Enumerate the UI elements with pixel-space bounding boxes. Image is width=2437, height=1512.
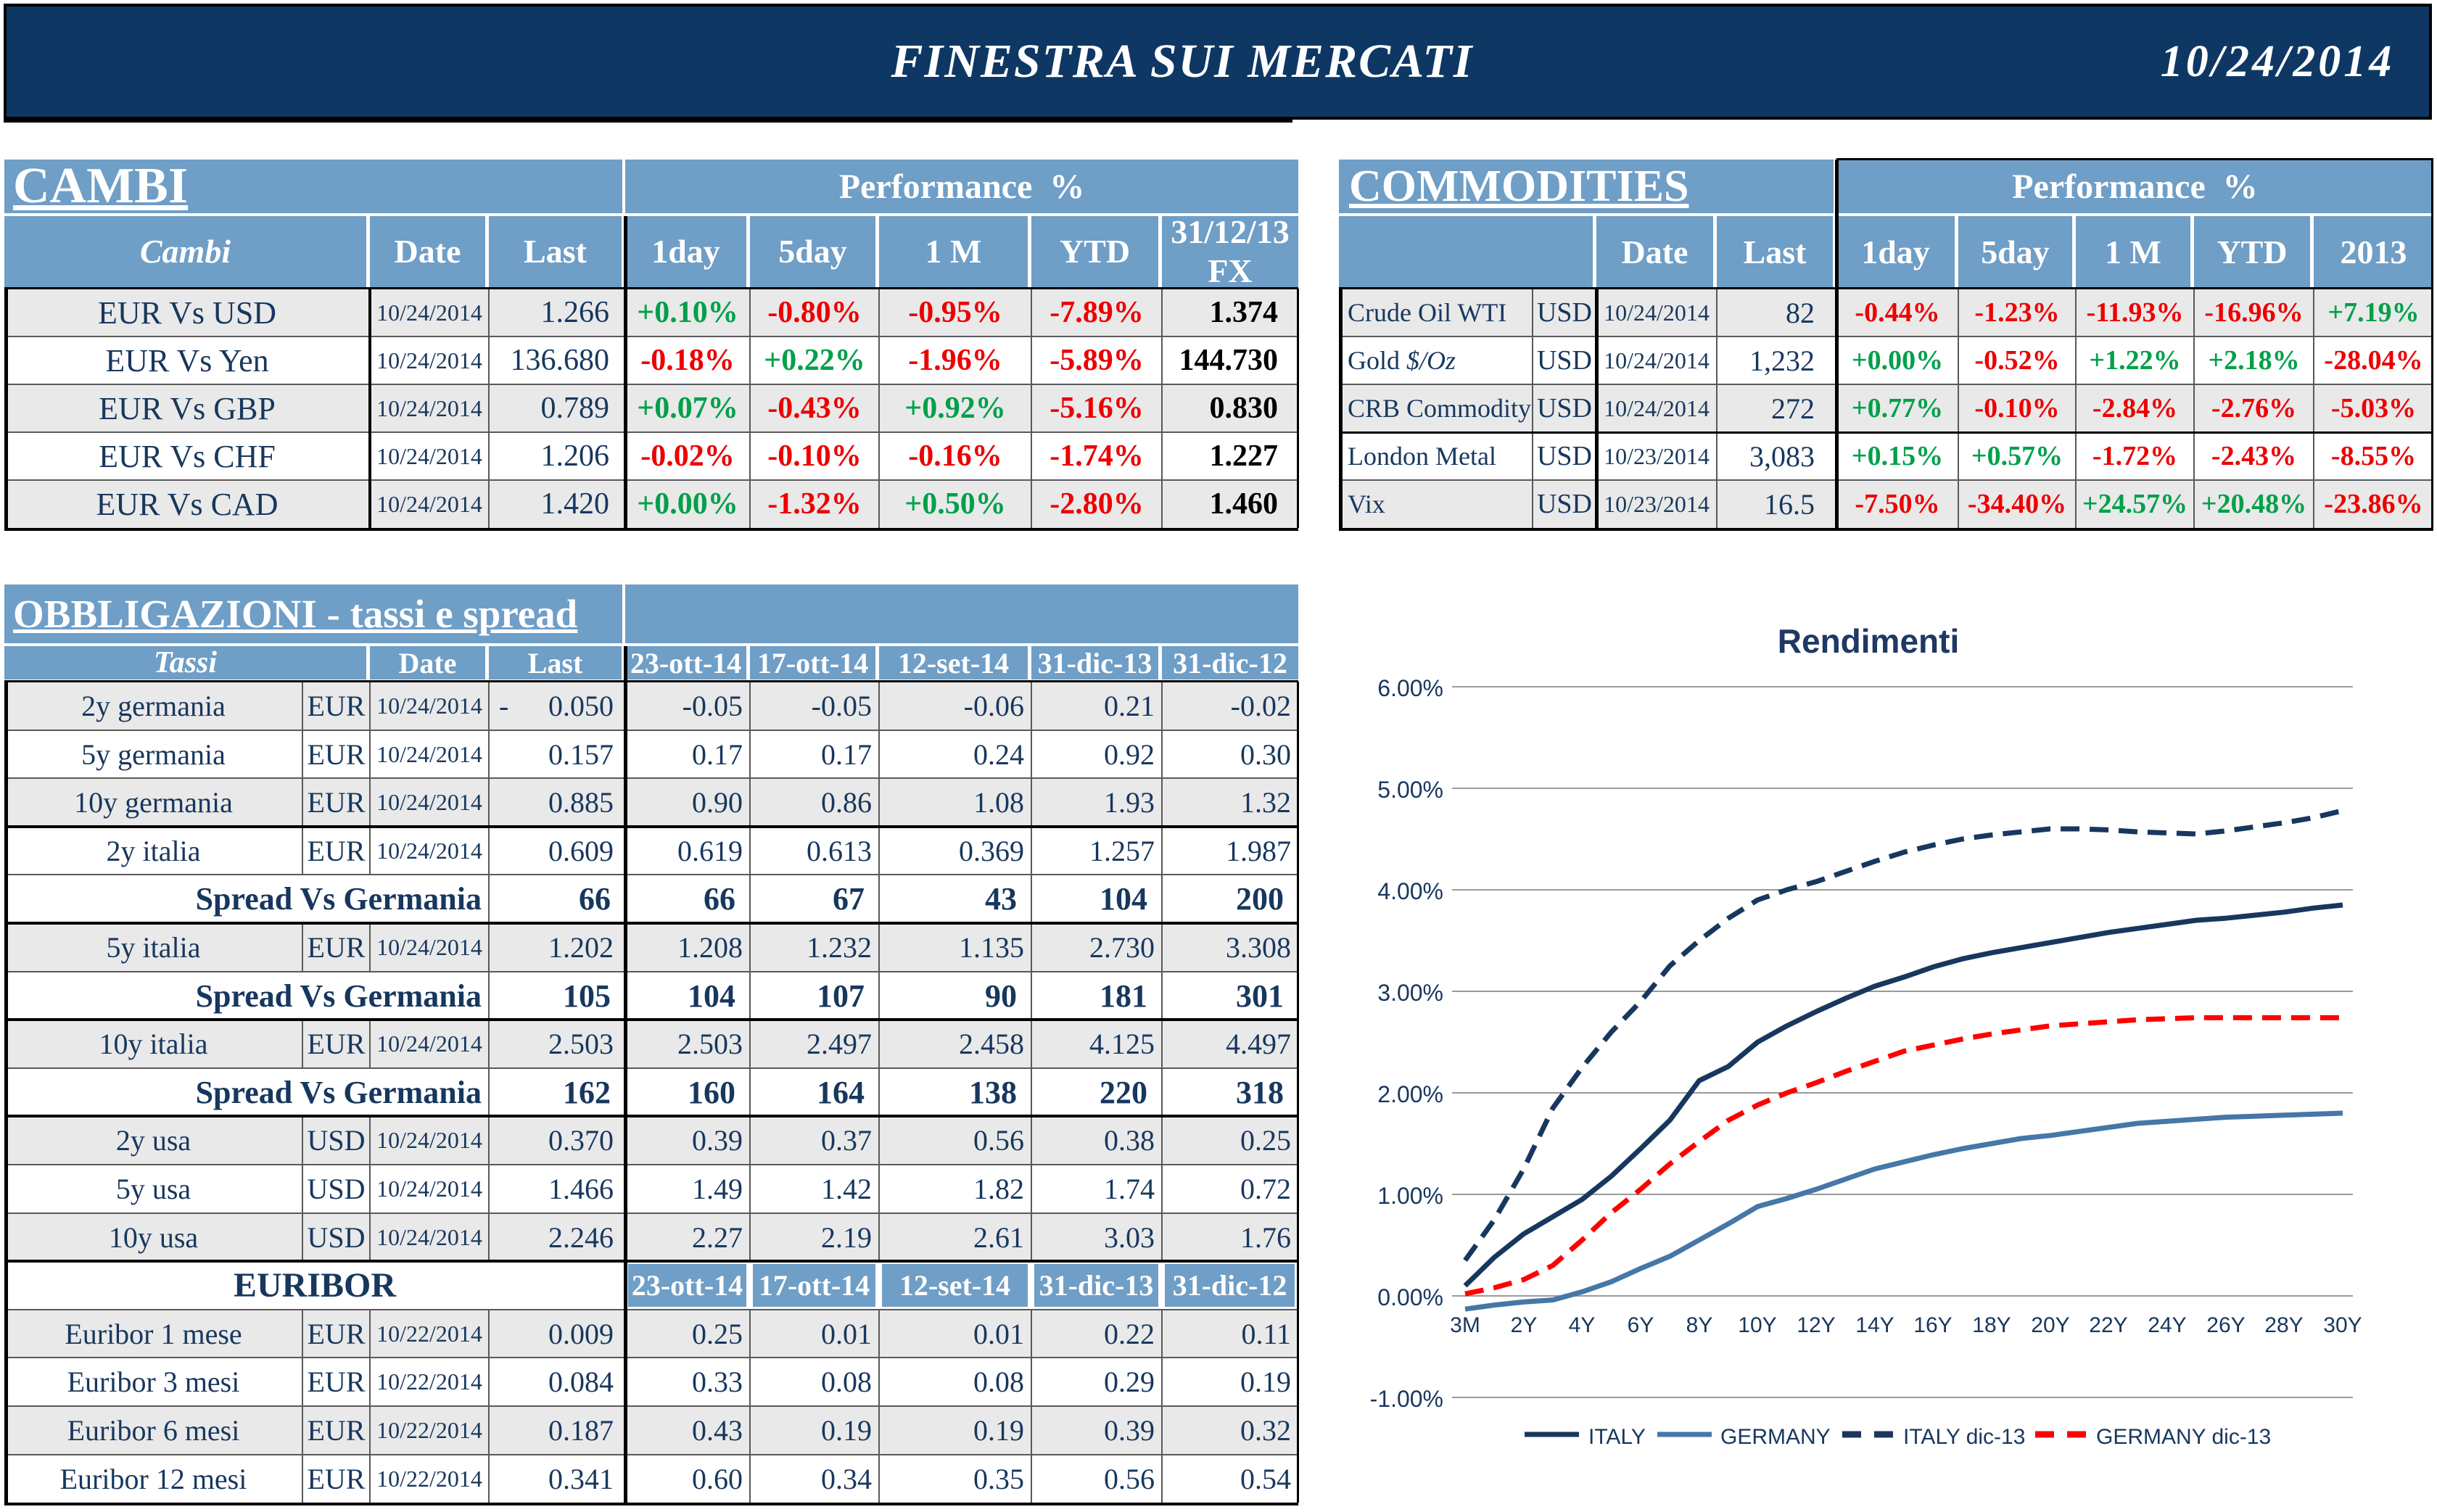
svg-text:5.00%: 5.00% [1377,777,1443,803]
svg-text:-1.00%: -1.00% [1370,1386,1443,1412]
svg-text:1.00%: 1.00% [1377,1183,1443,1209]
svg-text:14Y: 14Y [1855,1313,1894,1337]
svg-text:22Y: 22Y [2089,1313,2127,1337]
svg-text:6.00%: 6.00% [1377,675,1443,701]
svg-text:Rendimenti: Rendimenti [1778,622,1959,660]
svg-text:2Y: 2Y [1511,1313,1538,1337]
svg-text:4.00%: 4.00% [1377,878,1443,904]
svg-text:GERMANY dic-13: GERMANY dic-13 [2096,1425,2271,1449]
svg-text:10Y: 10Y [1738,1313,1776,1337]
svg-text:24Y: 24Y [2148,1313,2186,1337]
svg-text:2.00%: 2.00% [1377,1081,1443,1107]
svg-text:18Y: 18Y [1972,1313,2011,1337]
svg-text:26Y: 26Y [2206,1313,2245,1337]
svg-text:12Y: 12Y [1797,1313,1835,1337]
svg-text:6Y: 6Y [1628,1313,1654,1337]
svg-text:4Y: 4Y [1569,1313,1596,1337]
svg-text:ITALY: ITALY [1588,1425,1646,1449]
svg-text:3M: 3M [1450,1313,1480,1337]
svg-text:0.00%: 0.00% [1377,1284,1443,1310]
svg-text:20Y: 20Y [2031,1313,2069,1337]
svg-text:3.00%: 3.00% [1377,980,1443,1006]
svg-text:GERMANY: GERMANY [1720,1425,1831,1449]
svg-text:28Y: 28Y [2264,1313,2303,1337]
svg-text:30Y: 30Y [2323,1313,2362,1337]
svg-text:ITALY dic-13: ITALY dic-13 [1903,1425,2025,1449]
svg-text:16Y: 16Y [1913,1313,1952,1337]
svg-text:8Y: 8Y [1686,1313,1713,1337]
